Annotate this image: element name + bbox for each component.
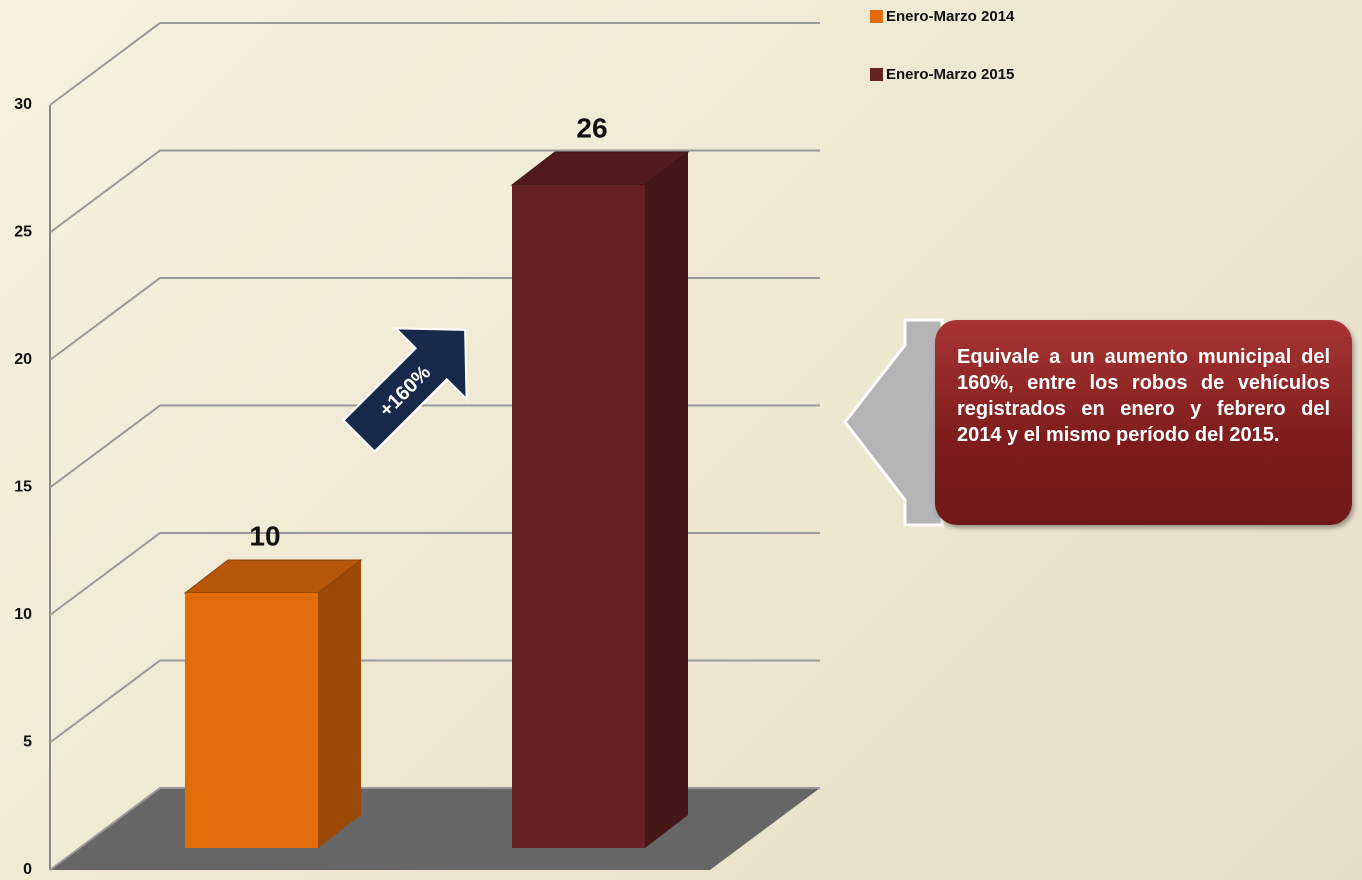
grid-line	[49, 149, 820, 234]
grid-line	[49, 659, 820, 744]
y-tick-label: 25	[14, 224, 32, 241]
legend-label: Enero-Marzo 2014	[886, 8, 1015, 25]
callout-text: Equivale a un aumento municipal del 160%…	[935, 320, 1352, 525]
y-tick-label: 0	[23, 861, 32, 878]
y-tick-label: 15	[14, 479, 32, 496]
legend-swatch	[870, 68, 883, 81]
callout-arrow	[843, 318, 944, 527]
legend-label: Enero-Marzo 2015	[886, 66, 1014, 83]
grid-line	[49, 404, 820, 489]
legend-swatch	[870, 10, 883, 23]
y-tick-label: 20	[14, 351, 32, 368]
floor	[50, 788, 820, 870]
y-tick-label: 30	[14, 96, 32, 113]
value-label: 26	[576, 112, 607, 143]
bar	[183, 559, 363, 848]
bar-front	[512, 185, 645, 848]
grid-line	[49, 22, 820, 106]
value-label: 10	[249, 520, 280, 551]
bar-side	[645, 152, 688, 848]
y-tick-label: 10	[14, 606, 32, 623]
grid-line	[49, 532, 820, 616]
growth-arrow: +160%	[342, 327, 468, 453]
bar-front	[185, 593, 318, 848]
bar-side	[318, 560, 361, 848]
growth-arrow-shape	[342, 327, 468, 453]
y-tick-label: 5	[23, 734, 32, 751]
bar	[510, 151, 690, 848]
